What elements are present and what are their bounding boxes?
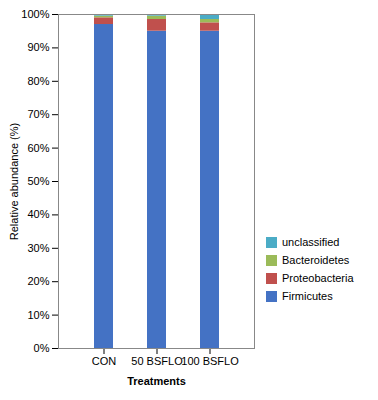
html-text:Firmicutes: Firmicutes	[282, 290, 333, 302]
svg-text:10%: 10%	[27, 309, 49, 321]
svg-text:50%: 50%	[27, 175, 49, 187]
svg-text:0%: 0%	[34, 342, 50, 354]
svg-text:20%: 20%	[27, 275, 49, 287]
svg-text:70%: 70%	[27, 108, 49, 120]
svg-text:100 BSFLO: 100 BSFLO	[181, 355, 239, 367]
svg-text:40%: 40%	[27, 208, 49, 220]
svg-text:Treatments: Treatments	[127, 375, 186, 387]
svg-text:60%: 60%	[27, 142, 49, 154]
svg-text:30%: 30%	[27, 242, 49, 254]
svg-text:80%: 80%	[27, 75, 49, 87]
svg-text:90%: 90%	[27, 41, 49, 53]
svg-text:50 BSFLO: 50 BSFLO	[131, 355, 183, 367]
svg-text:Relative abundance (%): Relative abundance (%)	[8, 123, 20, 240]
html-text:unclassified: unclassified	[282, 236, 340, 248]
svg-text:CON: CON	[92, 355, 117, 367]
html-text:Proteobacteria: Proteobacteria	[282, 272, 354, 284]
html-text:Bacteroidetes: Bacteroidetes	[282, 254, 350, 266]
svg-text:100%: 100%	[21, 8, 49, 20]
